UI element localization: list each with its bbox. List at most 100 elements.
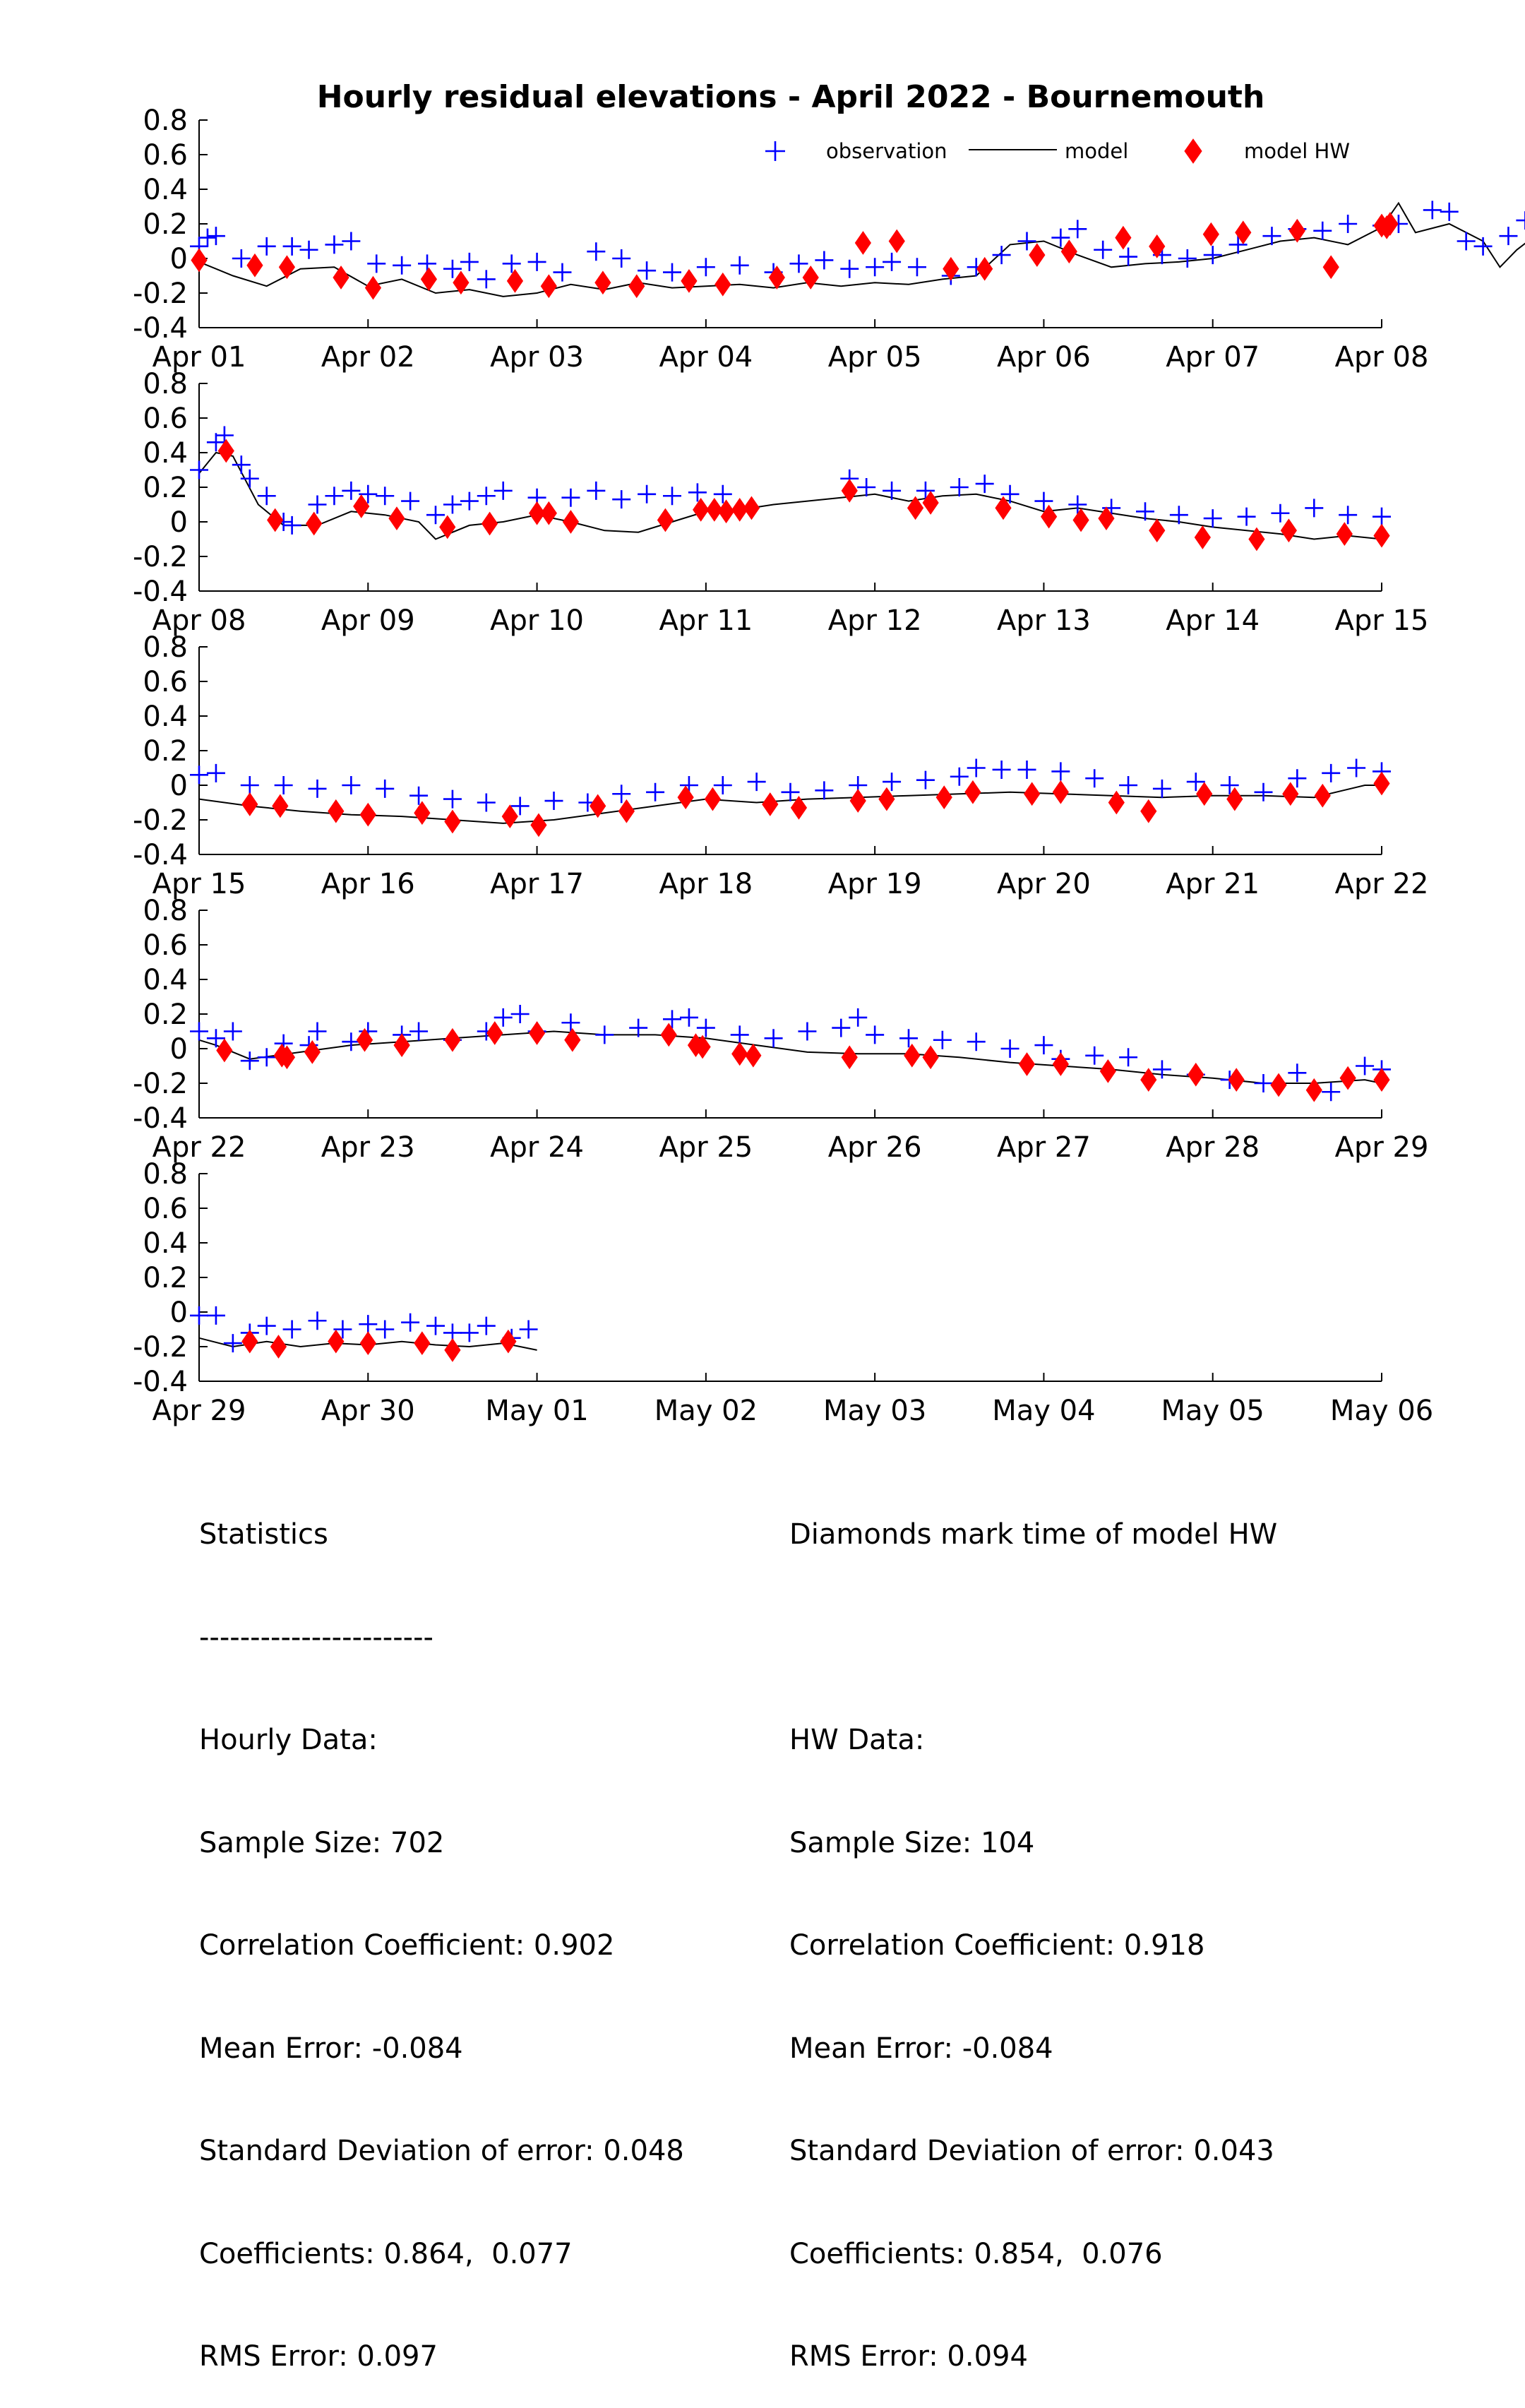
observation-point [1017,232,1036,251]
observation-point [1017,760,1036,779]
y-tick-label: 0.2 [143,999,188,1031]
model-hw-marker [660,1023,677,1047]
model-hw-marker [943,256,959,281]
observation-point [494,1008,513,1027]
model-hw-marker [528,1021,546,1045]
hourly-std-error: Standard Deviation of error: 0.048 [199,2135,684,2167]
model-hw-marker [888,229,905,254]
model-hw-marker [995,496,1012,520]
model-hw-marker [278,1045,296,1070]
model-hw-marker [564,1027,581,1052]
y-tick-label: 0.4 [143,701,188,733]
hourly-coefficients: Coefficients: 0.864, 0.077 [199,2237,573,2270]
hw-statistics: Diamonds mark time of model HW HW Data: … [789,1449,1277,2408]
observation-point [308,1022,327,1041]
x-tick-label: Apr 25 [659,1131,753,1164]
observation-point [629,1018,648,1037]
chart-title: Hourly residual elevations - April 2022 … [317,79,1265,115]
observation-point [257,487,276,506]
model-hw-marker [267,508,284,532]
observation-point [232,455,251,475]
x-tick-label: Apr 26 [828,1131,922,1164]
model-line [198,1030,1382,1084]
observation-point [367,254,386,273]
observation-point [663,263,681,282]
model-hw-marker [594,270,611,295]
y-tick-label: 0.6 [143,929,188,962]
observation-point [595,1025,614,1044]
observation-point [1152,779,1171,798]
observation-point [376,1320,395,1339]
observation-point [950,767,969,786]
observation-point [1085,769,1104,788]
observation-point [1347,758,1366,777]
observation-point [612,785,631,804]
model-hw-marker [333,266,349,290]
observation-point [1271,503,1290,523]
y-tick-label: 0.4 [143,1227,188,1260]
hw-data-label: HW Data: [789,1724,925,1756]
model-hw-marker [540,274,557,299]
observation-point [519,1320,538,1339]
model-hw-marker [1373,771,1390,796]
observation-point [502,254,521,273]
x-tick-label: Apr 15 [152,868,246,900]
y-tick-label: 0.8 [143,1158,188,1191]
model-hw-marker [388,506,405,530]
observation-point [1085,1046,1104,1065]
x-tick-label: Apr 29 [1335,1131,1429,1164]
model-hw-marker [241,792,258,816]
observation-point [409,1022,429,1041]
model-hw-marker [841,1045,858,1070]
observation-point [342,1032,361,1051]
observation-point [764,1029,783,1048]
observation-point [342,776,361,794]
model-line [198,785,1382,824]
model-hw-marker [1270,1073,1287,1097]
y-tick-label: -0.2 [133,1068,188,1100]
observation-point [730,1025,749,1044]
observation-point [190,1306,208,1325]
observation-point [747,773,766,792]
model-hw-marker [1196,782,1213,806]
observation-point [299,240,318,259]
observation-point [1457,232,1476,251]
observation-point [376,779,395,798]
observation-point [257,1316,276,1335]
observation-point [638,261,657,280]
observation-point [663,487,681,506]
y-tick-label: 0.6 [143,666,188,698]
observation-point [206,1306,225,1325]
observation-point [1356,1056,1375,1075]
observation-point [1034,491,1053,511]
observation-point [333,1320,352,1339]
observation-point [840,259,859,278]
observation-point [1051,762,1070,781]
model-hw-marker [743,496,760,520]
hourly-correlation: Correlation Coefficient: 0.902 [199,1929,615,1962]
observation-point [899,1029,918,1048]
observation-point [401,491,420,511]
y-tick-label: 0.4 [143,964,188,996]
model-hw-marker [1149,234,1166,258]
observation-point [688,483,707,502]
observation-point [713,484,732,503]
model-hw-marker [528,501,546,525]
model-hw-marker [1149,518,1166,543]
x-tick-label: Apr 09 [321,604,415,637]
model-hw-marker [364,275,382,300]
observation-point [308,779,327,798]
observation-point [1254,1074,1273,1092]
model-hw-marker [745,1043,762,1068]
observation-point [1000,1039,1019,1058]
observation-point [443,259,462,278]
model-hw-marker [356,1027,373,1052]
observation-point [883,773,902,792]
observation-point [393,256,412,275]
blank-line [789,1621,1277,1655]
observation-point [1169,506,1188,525]
legend-observation-label: observation [826,139,947,163]
y-tick-label: 0 [170,243,188,275]
